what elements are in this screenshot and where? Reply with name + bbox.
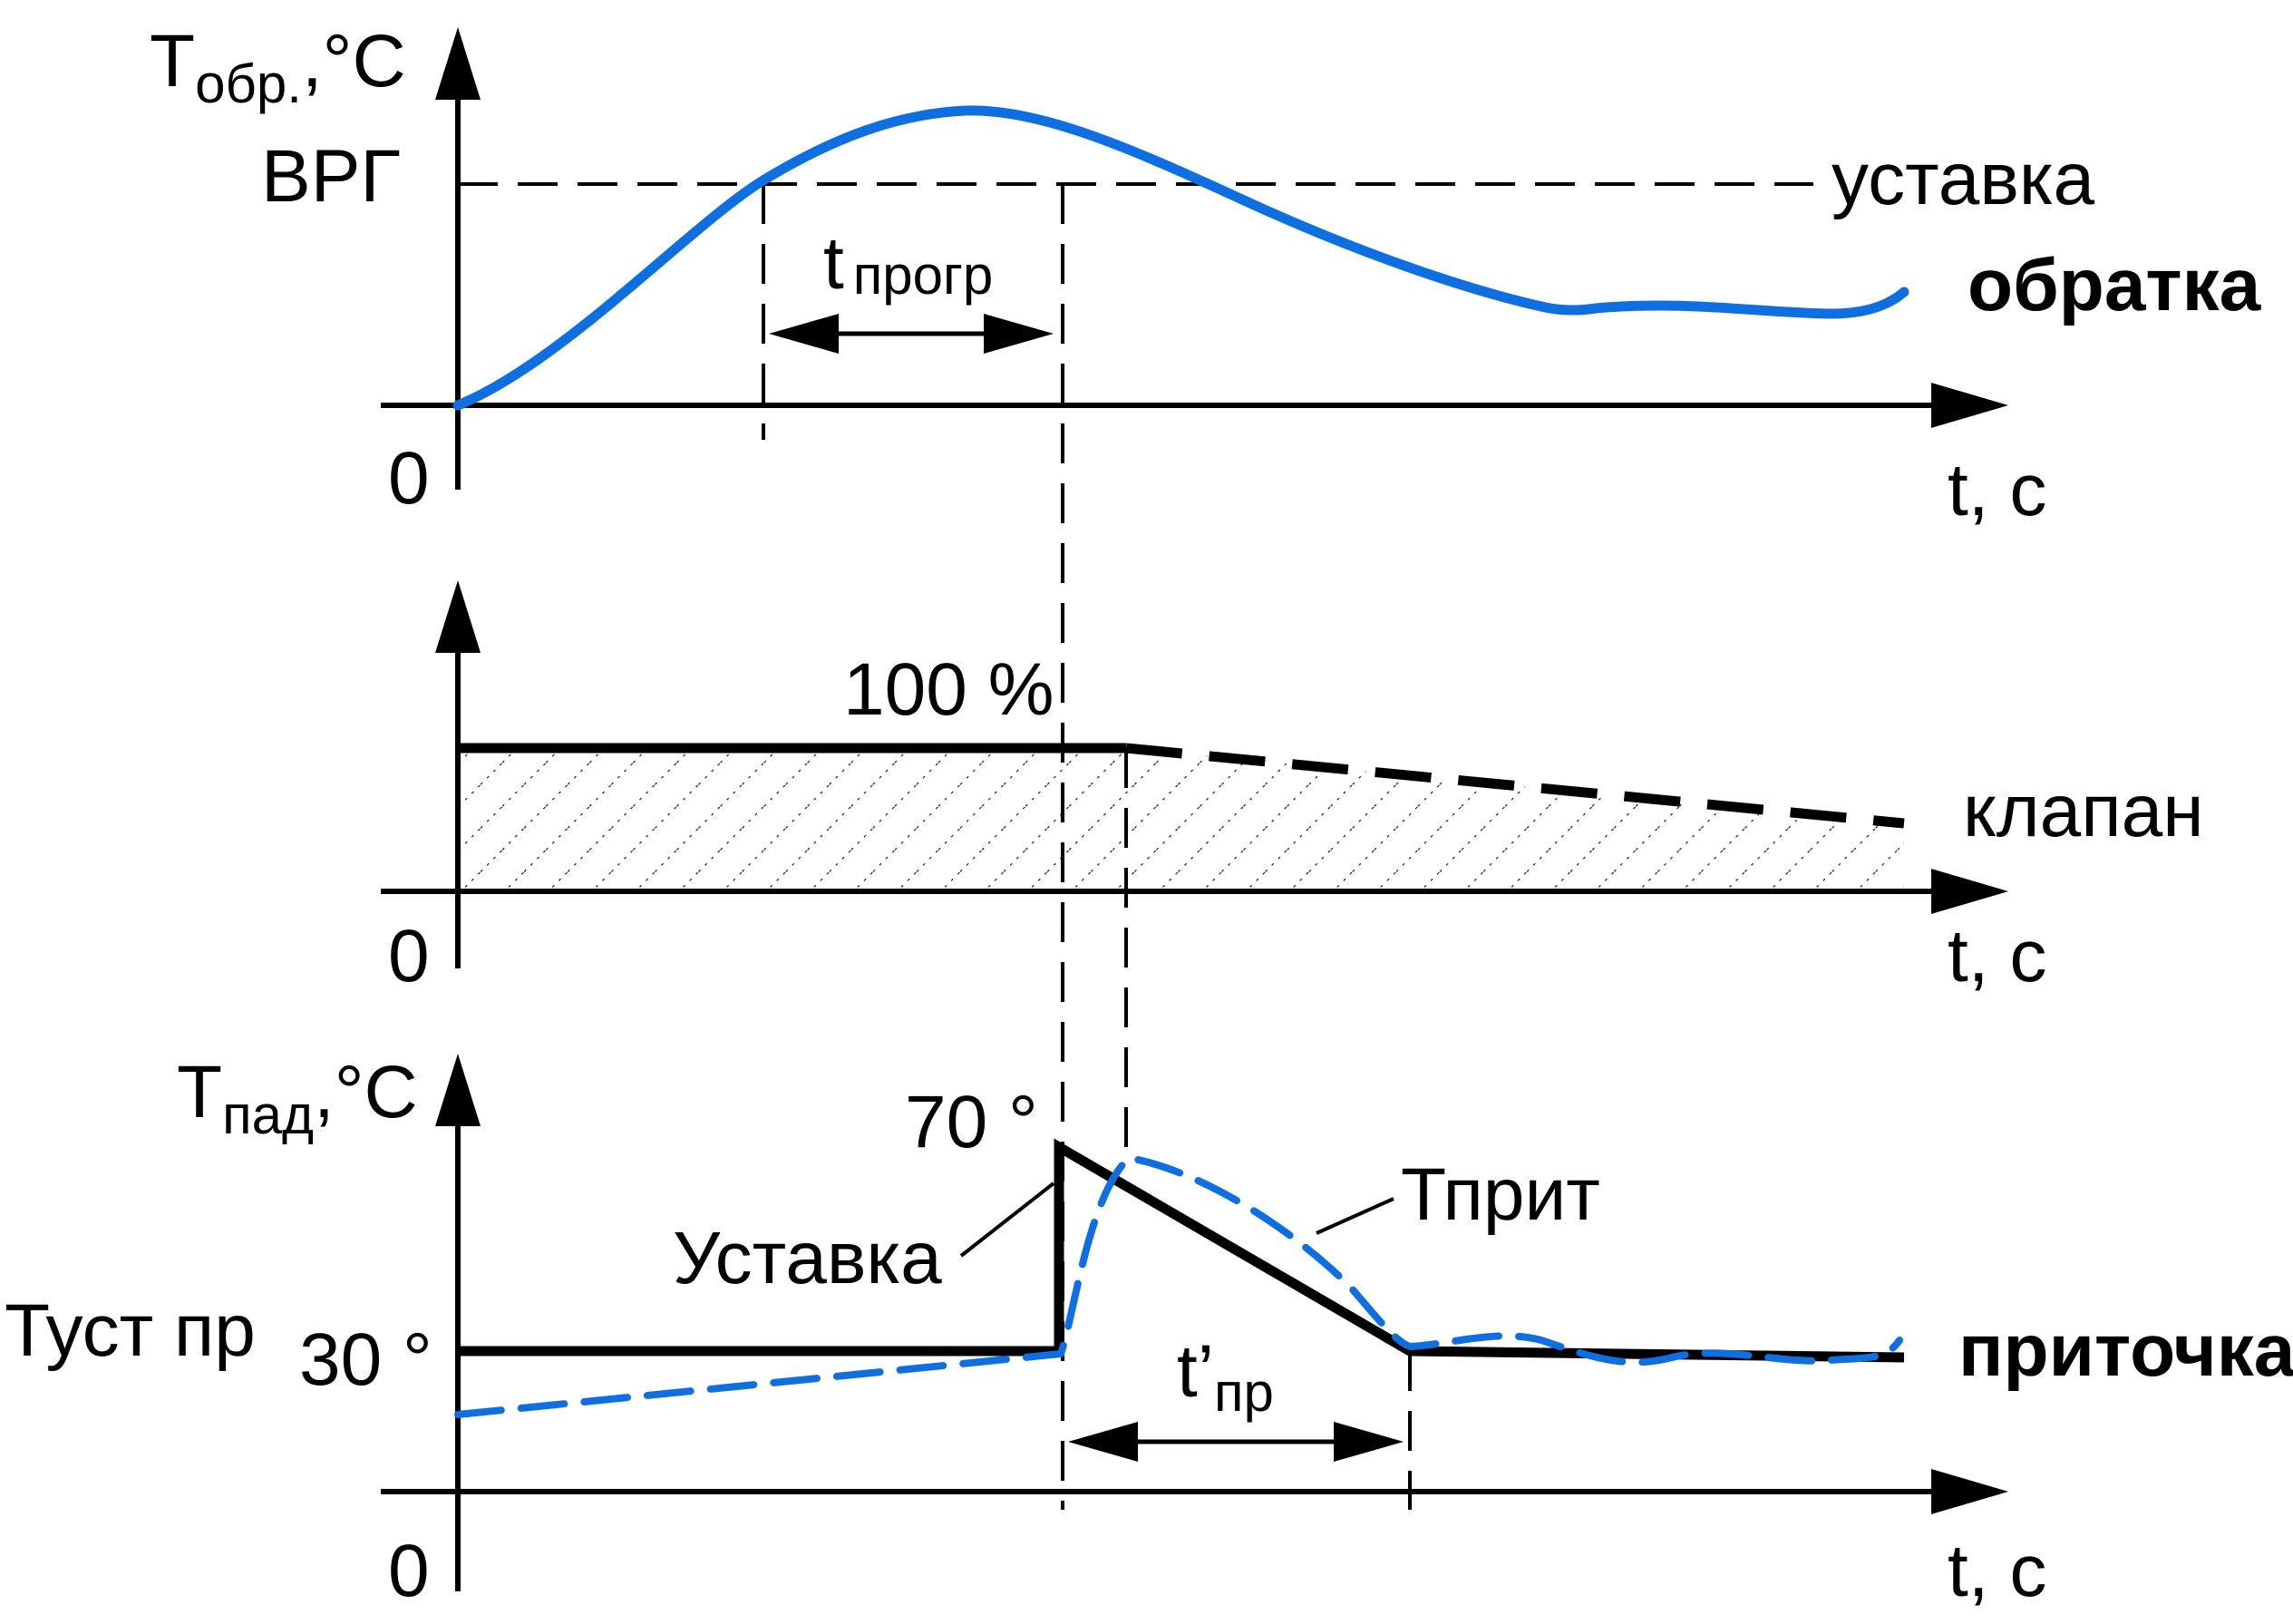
bottom-y-axis-title: Tпад,°C (177, 1051, 418, 1145)
supply-interval-label: t’пр (1177, 1330, 1274, 1423)
bottom-zero-label: 0 (388, 1530, 430, 1612)
top-x-axis-label: t, c (1948, 449, 2046, 531)
supply-curve-label: приточка (1958, 1309, 2293, 1392)
vrg-level-label: ВРГ (261, 135, 401, 218)
middle-y-arrowhead (435, 580, 481, 653)
supply-temp-label: Тприт (1401, 1153, 1600, 1236)
bottom-x-axis-label: t, c (1948, 1530, 2046, 1612)
valve-opening-area (458, 748, 1904, 891)
setpoint-callout-line (959, 1182, 1055, 1258)
bottom-x-arrowhead (1931, 1469, 2008, 1514)
bottom-panel: Tпад,°C 70 ° 30 ° Туст пр Уставка Тприт … (5, 1051, 2293, 1612)
supply-arrowhead-left (1068, 1422, 1138, 1462)
full-open-label: 100 % (843, 648, 1054, 731)
middle-panel: 100 % 0 клапан t, c (381, 580, 2204, 997)
top-x-arrowhead (1931, 383, 2008, 428)
supply-setpoint-curve (458, 1138, 1905, 1363)
top-zero-label: 0 (388, 437, 430, 520)
top-panel: Tобр.,°C ВРГ 0 уставка обратка t, c t про… (150, 20, 2262, 531)
base-temperature-label: 30 ° (299, 1318, 432, 1401)
setpoint-label: уставка (1831, 138, 2095, 220)
middle-x-axis-label: t, c (1948, 915, 2046, 997)
middle-x-arrowhead (1931, 869, 2008, 914)
return-curve-label: обратка (1968, 244, 2262, 326)
top-y-arrowhead (435, 27, 481, 100)
peak-temperature-label: 70 ° (905, 1081, 1038, 1163)
warmup-arrowhead-left (769, 314, 839, 354)
valve-closing-line (1125, 743, 1905, 829)
warmup-interval-label: t прогр (823, 222, 993, 306)
valve-label: клапан (1963, 770, 2204, 852)
top-y-axis-title: Tобр.,°C (150, 20, 406, 114)
middle-zero-label: 0 (388, 915, 430, 997)
return-temperature-curve (452, 105, 1909, 411)
setpoint-curve-label: Уставка (673, 1217, 942, 1299)
warmup-arrowhead-right (984, 314, 1054, 354)
supply-temp-callout-line (1316, 1197, 1394, 1235)
supply-setpoint-side-label: Туст пр (5, 1289, 256, 1372)
supply-temperature-curve (454, 1154, 1903, 1418)
bottom-y-arrowhead (435, 1054, 481, 1126)
supply-arrowhead-right (1334, 1422, 1404, 1462)
